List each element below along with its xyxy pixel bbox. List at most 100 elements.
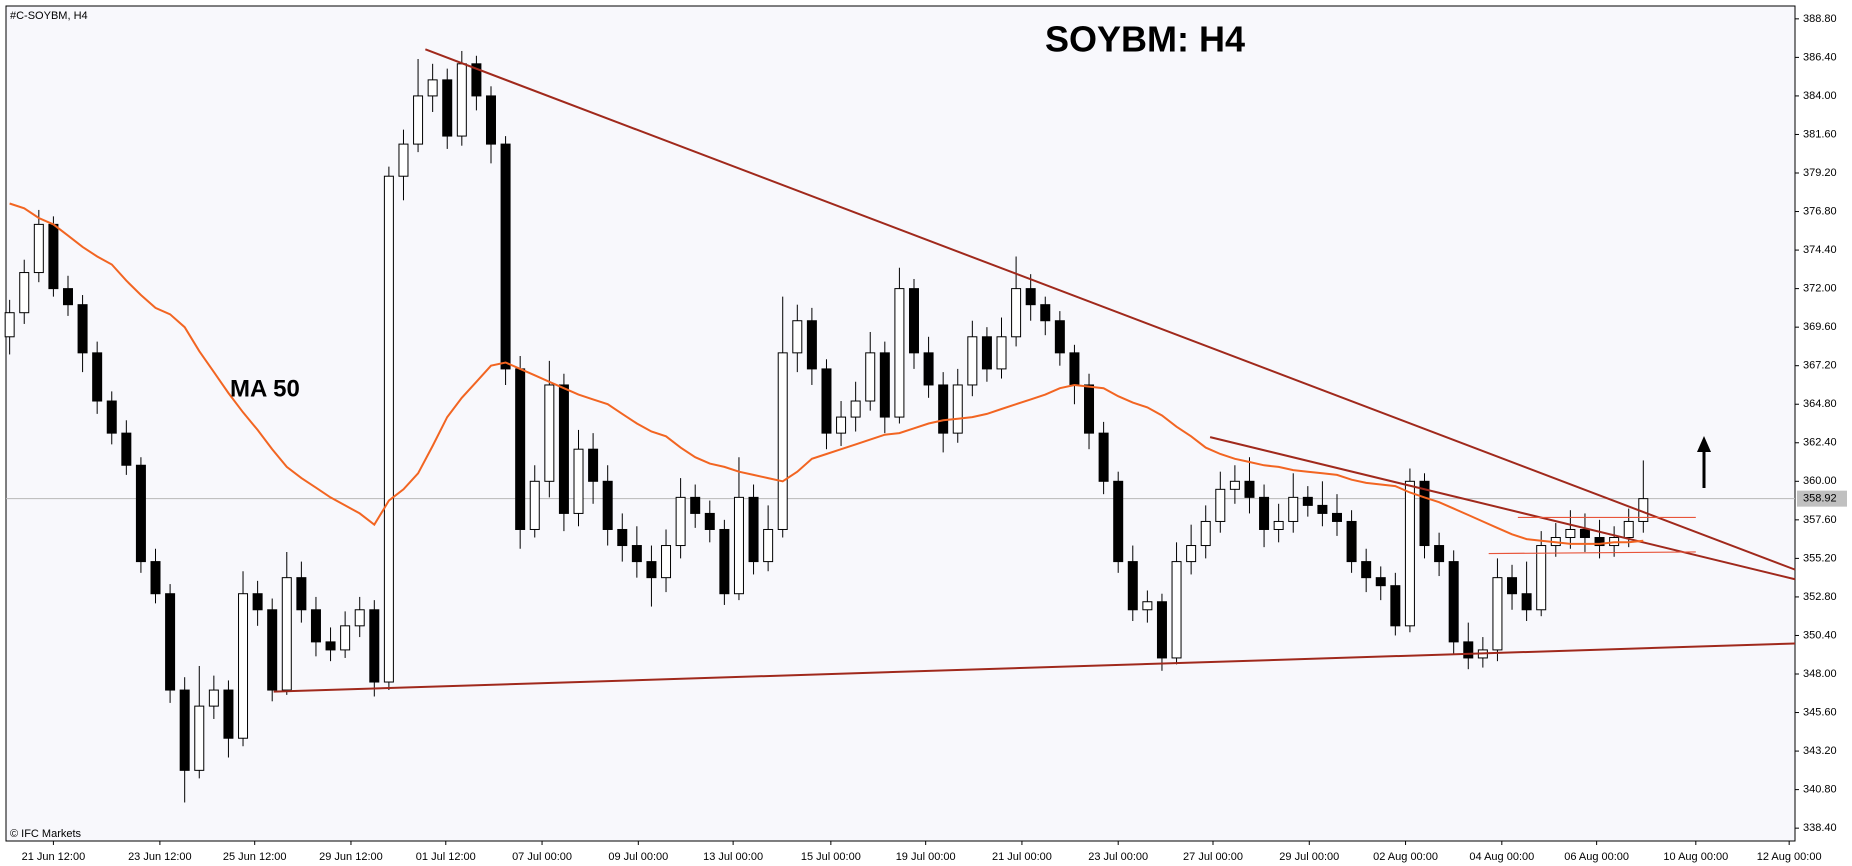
candle-body bbox=[1448, 561, 1459, 643]
candle-body bbox=[1244, 480, 1255, 498]
candle-body bbox=[179, 689, 190, 771]
candle-body bbox=[1623, 520, 1634, 539]
x-tick-label: 04 Aug 00:00 bbox=[1469, 851, 1534, 863]
watermark: © IFC Markets bbox=[10, 828, 82, 840]
candle-body bbox=[1215, 488, 1226, 522]
x-tick-label: 25 Jun 12:00 bbox=[223, 851, 287, 863]
candle-body bbox=[558, 384, 569, 514]
candle-body bbox=[1434, 545, 1445, 563]
candle-body bbox=[544, 384, 555, 482]
candle-body bbox=[150, 561, 161, 595]
candle-body bbox=[1113, 480, 1124, 563]
candle-body bbox=[602, 480, 613, 530]
x-tick-label: 12 Aug 00:00 bbox=[1757, 851, 1822, 863]
x-tick-label: 23 Jul 00:00 bbox=[1088, 851, 1148, 863]
x-tick-label: 13 Jul 00:00 bbox=[703, 851, 763, 863]
x-tick-label: 06 Aug 00:00 bbox=[1564, 851, 1629, 863]
candle-body bbox=[1156, 601, 1167, 659]
y-tick-label: 379.20 bbox=[1803, 167, 1837, 179]
candle-body bbox=[690, 496, 701, 514]
candle-body bbox=[850, 400, 861, 418]
candle-body bbox=[1259, 496, 1270, 530]
candle-body bbox=[573, 448, 584, 514]
candle-body bbox=[1054, 320, 1065, 354]
candle-body bbox=[865, 352, 876, 402]
y-tick-label: 355.20 bbox=[1803, 552, 1837, 564]
candle-body bbox=[748, 496, 759, 563]
candle-body bbox=[1229, 480, 1240, 490]
candle-body bbox=[33, 223, 44, 274]
x-tick-label: 07 Jul 00:00 bbox=[512, 851, 572, 863]
candle-body bbox=[733, 496, 744, 595]
candle-body bbox=[1419, 480, 1430, 547]
candle-body bbox=[48, 223, 59, 290]
candle-body bbox=[763, 528, 774, 563]
last-price-box bbox=[1797, 490, 1847, 507]
candle-body bbox=[267, 609, 278, 691]
ma-label: MA 50 bbox=[230, 375, 300, 402]
marks bbox=[4, 48, 1796, 803]
candle-body bbox=[515, 368, 526, 530]
candle-body bbox=[952, 384, 963, 434]
x-tick-label: 02 Aug 00:00 bbox=[1373, 851, 1438, 863]
candle-body bbox=[719, 528, 730, 595]
y-tick-label: 357.60 bbox=[1803, 514, 1837, 526]
y-tick-label: 381.60 bbox=[1803, 128, 1837, 140]
trendline bbox=[273, 642, 1796, 693]
candle-body bbox=[792, 320, 803, 354]
candle-body bbox=[704, 512, 715, 530]
candle-body bbox=[938, 384, 949, 434]
candle-body bbox=[1331, 512, 1342, 522]
y-tick-label: 345.60 bbox=[1803, 706, 1837, 718]
arrow-head bbox=[1697, 436, 1711, 452]
candle-body bbox=[836, 416, 847, 434]
candle-body bbox=[456, 63, 467, 137]
candle-body bbox=[1579, 528, 1590, 539]
candle-body bbox=[1507, 577, 1518, 595]
candle-body bbox=[1361, 561, 1372, 579]
candle-body bbox=[165, 593, 176, 691]
candle-body bbox=[1069, 352, 1080, 386]
y-tick-label: 360.00 bbox=[1803, 475, 1837, 487]
ma-line bbox=[9, 202, 1644, 545]
candle-body bbox=[1127, 561, 1138, 611]
y-tick-label: 384.00 bbox=[1803, 90, 1837, 102]
candle-body bbox=[413, 95, 424, 145]
candle-body bbox=[354, 609, 365, 627]
y-tick-label: 338.40 bbox=[1803, 822, 1837, 834]
candle-body bbox=[879, 352, 890, 418]
candle-body bbox=[1536, 545, 1547, 611]
candle-body bbox=[1142, 601, 1153, 611]
candle-body bbox=[1521, 593, 1532, 611]
candle-body bbox=[617, 528, 628, 547]
candle-body bbox=[135, 464, 146, 563]
candle-body bbox=[646, 561, 657, 579]
x-tick-label: 29 Jun 12:00 bbox=[319, 851, 383, 863]
candle-body bbox=[1011, 288, 1022, 338]
candle-body bbox=[894, 288, 905, 418]
candle-body bbox=[806, 320, 817, 370]
trendline bbox=[424, 48, 1796, 571]
candle-body bbox=[777, 352, 788, 530]
arrow bbox=[1697, 436, 1711, 488]
candle-body bbox=[1317, 504, 1328, 514]
candle-body bbox=[923, 352, 934, 386]
y-tick-label: 376.80 bbox=[1803, 205, 1837, 217]
candle-body bbox=[77, 304, 88, 354]
y-tick-label: 388.80 bbox=[1803, 13, 1837, 25]
candle-body bbox=[325, 641, 336, 651]
candle-body bbox=[631, 545, 642, 563]
candle-body bbox=[252, 593, 263, 611]
y-tick-label: 343.20 bbox=[1803, 745, 1837, 757]
candle-body bbox=[529, 480, 540, 530]
candle-body bbox=[471, 63, 482, 97]
y-tick-label: 386.40 bbox=[1803, 51, 1837, 63]
candle-body bbox=[1186, 545, 1197, 563]
candle-body bbox=[1565, 528, 1576, 539]
candle-body bbox=[1463, 641, 1474, 659]
candle-body bbox=[281, 577, 292, 691]
candle-body bbox=[369, 609, 380, 683]
candle-body bbox=[1040, 304, 1051, 322]
trendline bbox=[1209, 436, 1796, 581]
candle-body bbox=[1200, 520, 1211, 547]
